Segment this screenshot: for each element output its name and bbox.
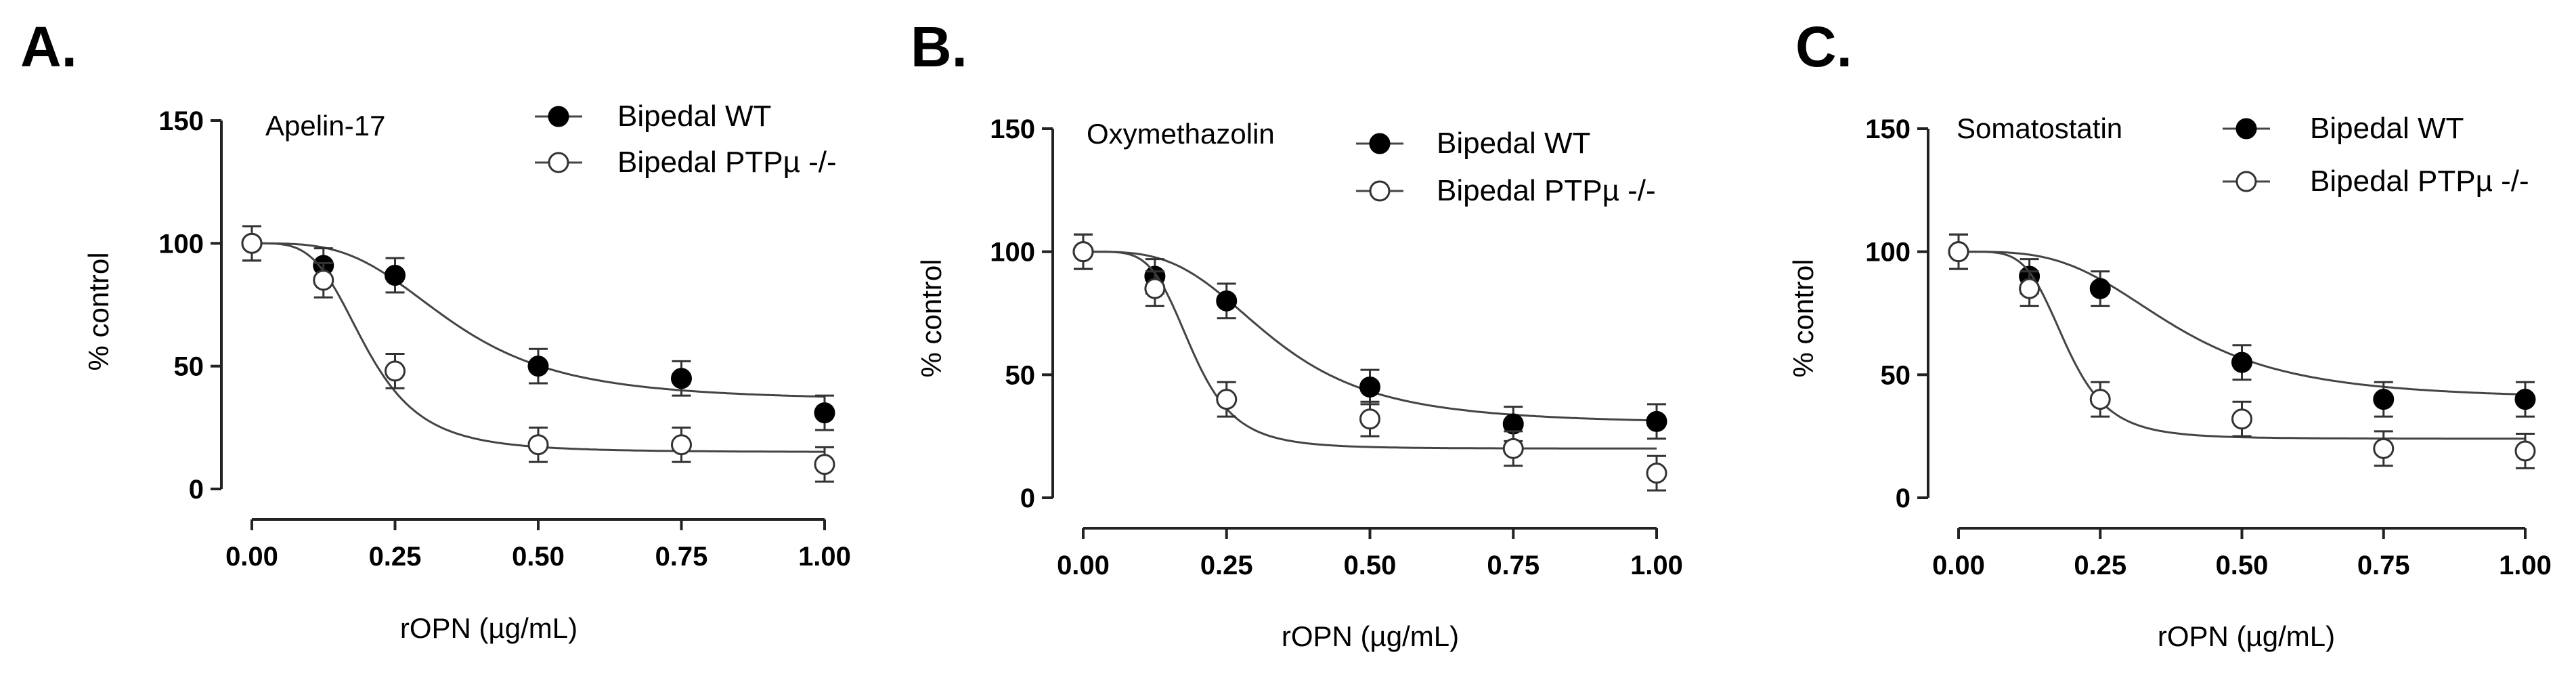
panel-c-x-tick-label: 0.50	[2216, 551, 2269, 580]
panel-a-ko-data-point	[241, 232, 263, 254]
panel-b-wt-data-point	[1216, 290, 1238, 312]
panel-b-wt-data-point	[1359, 377, 1380, 398]
panel-b-x-tick-label: 1.00	[1630, 551, 1683, 580]
panel-b-y-tick-label: 50	[1005, 360, 1036, 390]
panel-c-ko-data-point	[2231, 408, 2252, 430]
panel-b-legend-wt-marker	[1369, 133, 1391, 154]
panel-c-wt-data-point	[2514, 389, 2536, 410]
panel-a-x-tick-label: 0.00	[225, 542, 278, 572]
panel-c-wt-data-point	[2089, 278, 2111, 299]
panel-c-legend-ko-marker	[2235, 171, 2257, 192]
panel-b-y-axis-label: % control	[915, 259, 947, 377]
panel-a-legend-wt-label: Bipedal WT	[617, 100, 771, 133]
panel-b-legend-ko-marker	[1369, 180, 1391, 202]
panel-b-ko-data-point	[1216, 389, 1238, 410]
panel-a-wt-data-point	[527, 356, 549, 377]
panel-a-y-axis-label: % control	[83, 252, 114, 370]
panel-c-x-tick-label: 0.75	[2357, 551, 2410, 580]
panel-c-legend-wt-label: Bipedal WT	[2310, 112, 2464, 145]
panel-b-ko-data-point	[1359, 408, 1380, 430]
panel-c-x-tick-label: 0.25	[2074, 551, 2126, 580]
panel-c-compound-annotation: Somatostatin	[1957, 112, 2122, 144]
panel-c-y-axis-label: % control	[1787, 259, 1819, 377]
panel-c-y-tick-label: 50	[1881, 360, 1911, 390]
panel-a-plot: 0 50 100 150 0.00 0.25 0.50 0.75 1.00	[158, 106, 851, 572]
panel-a-ko-data-point	[527, 434, 549, 456]
panel-a-legend-wt-marker	[548, 106, 569, 127]
panel-a-y-tick-label: 100	[158, 229, 204, 259]
panel-a-x-tick-label: 1.00	[798, 542, 851, 572]
panel-b-legend: Bipedal WT Bipedal PTPµ -/-	[1356, 127, 1656, 207]
panel-a-x-tick-label: 0.50	[512, 542, 565, 572]
panel-a-legend: Bipedal WT Bipedal PTPµ -/-	[535, 100, 837, 179]
panel-a-ko-data-point	[385, 360, 406, 382]
panel-b-compound-annotation: Oxymethazolin	[1087, 118, 1275, 150]
panel-c-x-tick-label: 0.00	[1932, 551, 1985, 580]
panel-b-x-tick-label: 0.75	[1487, 551, 1540, 580]
panel-c-y-tick-label: 0	[1896, 484, 1911, 513]
panel-a-legend-ko-label: Bipedal PTPµ -/-	[617, 146, 837, 179]
panel-a-ko-data-point	[671, 434, 692, 456]
panel-b-plot: 0 50 100 150 0.00 0.25 0.50 0.75 1.00	[990, 114, 1683, 580]
panel-c: C. Somatostatin % control rOPN (µg/mL) B…	[1787, 15, 2552, 652]
panel-b-y-tick-label: 100	[990, 238, 1035, 268]
panel-a-y-tick-label: 0	[189, 475, 204, 505]
panel-a-x-tick-label: 0.75	[655, 542, 708, 572]
panel-b-ko-fit-curve	[1083, 251, 1657, 450]
panel-c-wt-data-point	[2373, 389, 2395, 410]
panel-c-ko-data-point	[2373, 437, 2395, 459]
panel-b-letter: B.	[911, 15, 967, 79]
panel-b-legend-ko-label: Bipedal PTPµ -/-	[1437, 174, 1656, 207]
panel-a-wt-data-point	[814, 402, 835, 424]
panel-b-x-tick-label: 0.50	[1344, 551, 1397, 580]
panel-a-ko-data-point	[313, 270, 334, 291]
panel-a-compound-annotation: Apelin-17	[265, 110, 385, 142]
panel-b: B. Oxymethazolin % control rOPN (µg/mL) …	[911, 15, 1683, 652]
panel-c-x-tick-label: 1.00	[2499, 551, 2552, 580]
panel-a-y-tick-label: 150	[158, 106, 204, 136]
panel-c-plot: 0 50 100 150 0.00 0.25 0.50 0.75 1.00	[1865, 114, 2552, 580]
panel-a-wt-data-point	[385, 264, 406, 286]
panel-b-wt-data-point	[1646, 410, 1667, 432]
panel-b-y-tick-label: 0	[1020, 484, 1035, 513]
panel-c-legend-wt-marker	[2235, 118, 2257, 140]
panel-a-letter: A.	[20, 15, 77, 79]
panel-b-x-tick-label: 0.25	[1200, 551, 1253, 580]
panel-c-wt-data-point	[2231, 351, 2252, 373]
panel-c-y-tick-label: 150	[1865, 114, 1911, 144]
panel-a-x-tick-label: 0.25	[369, 542, 422, 572]
panel-c-legend: Bipedal WT Bipedal PTPµ -/-	[2223, 112, 2529, 198]
panel-c-ko-data-point	[2019, 278, 2040, 299]
panel-b-ko-data-point	[1144, 278, 1166, 299]
panel-a-legend-ko-marker	[548, 152, 569, 173]
panel-b-ko-data-point	[1502, 437, 1524, 459]
panel-c-ko-data-point	[1948, 241, 1969, 263]
panel-b-x-axis-label: rOPN (µg/mL)	[1282, 620, 1459, 652]
panel-c-y-tick-label: 100	[1865, 238, 1911, 268]
panel-b-y-tick-label: 150	[990, 114, 1035, 144]
panel-b-legend-wt-label: Bipedal WT	[1437, 127, 1590, 160]
panel-a: A. Apelin-17 % control rOPN (µg/mL) Bipe…	[20, 15, 851, 644]
panel-c-ko-data-point	[2514, 440, 2536, 462]
panel-c-ko-data-point	[2089, 389, 2111, 410]
panel-a-ko-data-point	[814, 454, 835, 475]
panel-b-x-tick-label: 0.00	[1057, 551, 1110, 580]
panel-b-ko-data-point	[1072, 241, 1094, 263]
panel-a-x-axis-label: rOPN (µg/mL)	[400, 612, 577, 644]
panel-a-wt-data-point	[671, 368, 692, 389]
panel-c-legend-ko-label: Bipedal PTPµ -/-	[2310, 165, 2529, 198]
panel-c-x-axis-label: rOPN (µg/mL)	[2158, 620, 2335, 652]
panel-a-ko-fit-curve	[252, 242, 825, 453]
panel-a-y-tick-label: 50	[174, 352, 204, 382]
panel-c-letter: C.	[1795, 15, 1852, 79]
panel-b-ko-data-point	[1646, 463, 1667, 484]
